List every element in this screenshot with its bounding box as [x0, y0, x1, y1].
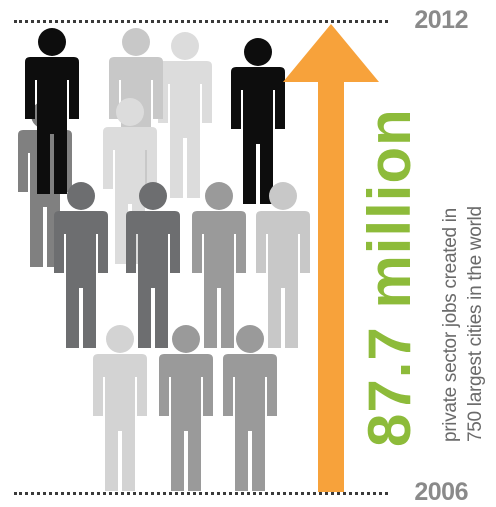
jobs-headline: 87.7 million — [356, 108, 423, 447]
year-2006-label: 2006 — [414, 478, 468, 506]
arrow-shape — [283, 24, 379, 492]
year-2012-label: 2012 — [414, 6, 468, 34]
dotted-line-top — [14, 20, 388, 23]
caption-line-1: private sector jobs created in — [440, 208, 461, 442]
dotted-line-bottom — [14, 492, 388, 495]
jobs-caption: private sector jobs created in 750 large… — [438, 206, 488, 442]
caption-line-2: 750 largest cities in the world — [465, 206, 486, 442]
